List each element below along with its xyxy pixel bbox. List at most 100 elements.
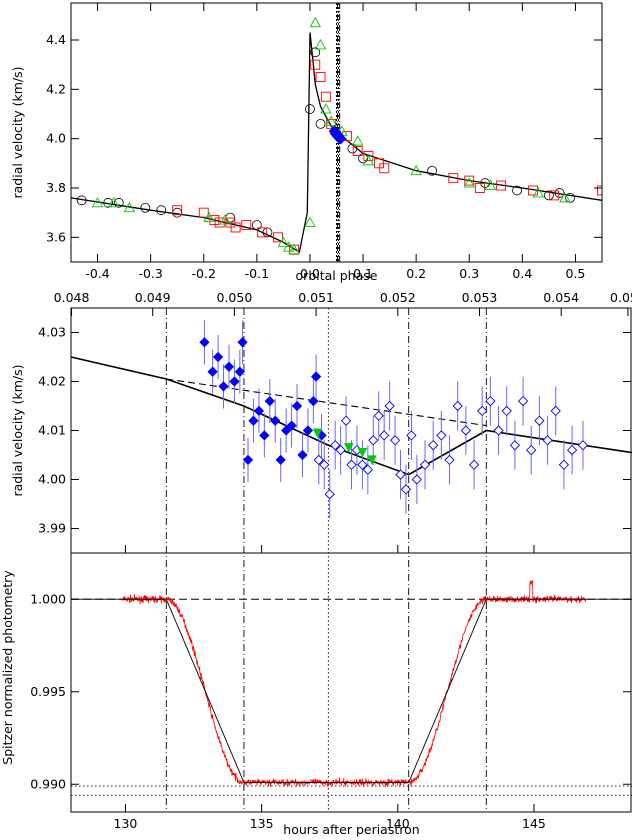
rv-point-open (429, 441, 438, 450)
data-point-circle (141, 203, 150, 212)
y-tick-label: 3.6 (46, 229, 66, 244)
y-tick-label: 4.01 (38, 423, 66, 438)
middle-plot-frame (71, 308, 631, 553)
rv-point-filled (293, 402, 302, 411)
rv-point-open (374, 411, 383, 420)
rv-point-open (412, 475, 421, 484)
rv-point-open (470, 460, 479, 469)
y-tick-label: 0.995 (30, 684, 66, 699)
rv-point-open (380, 431, 389, 440)
rv-point-open (568, 446, 577, 455)
data-point-circle (566, 193, 575, 202)
rv-point-open (347, 460, 356, 469)
x-tick-label: 0.2 (406, 266, 426, 281)
x-axis-label: orbital phase (296, 268, 378, 283)
data-point-circle (173, 208, 182, 217)
x-tick-label: -0.2 (192, 266, 216, 281)
x-tick-label: -0.3 (138, 266, 162, 281)
y-tick-label: 4.2 (46, 81, 66, 96)
y-tick-label: 3.8 (46, 180, 66, 195)
data-point-circle (157, 206, 166, 215)
rv-point-open (461, 426, 470, 435)
y-axis-label: radial velocity (km/s) (10, 66, 25, 198)
rv-point-open (510, 441, 519, 450)
rv-point-open (445, 455, 454, 464)
data-point-triangle (316, 40, 326, 49)
rv-point-open (325, 490, 334, 499)
rv-point-open (551, 406, 560, 415)
rv-point-open (543, 436, 552, 445)
top-axis-tick-label: 0.053 (462, 290, 498, 305)
data-point-square (316, 73, 325, 82)
top-plot-area (71, 3, 607, 262)
rv-point-filled (276, 455, 285, 464)
rv-point-filled (298, 451, 307, 460)
x-tick-label: 0.3 (459, 266, 479, 281)
top-axis-tick-label: 0.048 (54, 290, 90, 305)
rv-point-filled (271, 416, 280, 425)
rv-point-filled (249, 416, 258, 425)
rv-point-filled (224, 362, 233, 371)
x-tick-label: 130 (114, 816, 138, 831)
rv-point-open (396, 470, 405, 479)
rv-point-open (437, 431, 446, 440)
x-tick-label: 0.4 (512, 266, 532, 281)
rv-point-open (342, 416, 351, 425)
y-tick-label: 4.02 (38, 374, 66, 389)
data-point-square (475, 184, 484, 193)
bottom-plot-frame (71, 553, 631, 812)
y-tick-label: 4.03 (38, 325, 66, 340)
rv-point-filled (260, 431, 269, 440)
rv-point-open (494, 426, 503, 435)
top-axis-tick-label: 0.049 (135, 290, 171, 305)
top-axis-tick-label: 0.050 (216, 290, 252, 305)
y-axis-label: Spitzer normalized photometry (0, 570, 15, 765)
data-point-square (321, 92, 330, 101)
y-tick-label: 4.4 (46, 32, 66, 47)
photometry-series (123, 580, 586, 787)
data-point-circle (305, 105, 314, 114)
rv-point-open (519, 397, 528, 406)
rv-point-filled (230, 377, 239, 386)
y-tick-label: 4.00 (38, 472, 66, 487)
rv-point-open (535, 416, 544, 425)
rv-point-open (478, 406, 487, 415)
x-tick-label: 0.5 (566, 266, 586, 281)
rv-point-filled (265, 397, 274, 406)
top-axis-tick-label: 0.052 (380, 290, 416, 305)
data-point-circle (316, 119, 325, 128)
rv-point-open (527, 446, 536, 455)
rv-point-filled (244, 455, 253, 464)
rv-point-open (369, 436, 378, 445)
photometry-model (71, 599, 632, 782)
y-axis-label: radial velocity (km/s) (10, 364, 25, 496)
data-point-triangle (485, 181, 495, 190)
y-tick-label: 0.990 (30, 776, 66, 791)
data-point-triangle (310, 18, 320, 27)
x-tick-label: -0.4 (85, 266, 109, 281)
x-tick-label: -0.1 (245, 266, 269, 281)
rv-point-open (385, 402, 394, 411)
top-axis-tick-label: 0.054 (543, 290, 579, 305)
data-point-triangle (353, 136, 363, 145)
top-axis-tick-label: 0.055 (610, 290, 632, 305)
rv-point-filled (238, 338, 247, 347)
rv-point-filled (214, 353, 223, 362)
figure: -0.4 -0.3 -0.2 -0.1 0.0 0.1 0.2 0.3 0.4 0.53.63.8… (0, 0, 632, 840)
rv-point-open (559, 460, 568, 469)
rv-point-filled (208, 367, 217, 376)
y-tick-label: 3.99 (38, 521, 66, 536)
y-tick-label: 1.000 (30, 591, 66, 606)
rv-point-filled (219, 382, 228, 391)
rv-point-open (578, 441, 587, 450)
rv-point-open (453, 402, 462, 411)
rv-point-filled (235, 367, 244, 376)
rv-point-open (502, 406, 511, 415)
x-axis-label: hours after periastron (283, 822, 419, 837)
top-axis-tick-label: 0.051 (298, 290, 334, 305)
rv-point-open (486, 397, 495, 406)
y-tick-label: 4.0 (46, 131, 66, 146)
keplerian-model-curve (166, 379, 486, 426)
data-point-circle (114, 198, 123, 207)
data-point-square (311, 60, 320, 69)
